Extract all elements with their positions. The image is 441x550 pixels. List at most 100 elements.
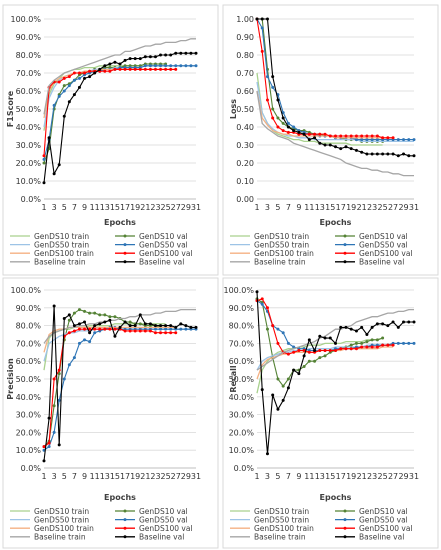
legend-label: GenDS100 train bbox=[254, 524, 314, 533]
y-tick-label: 80.0% bbox=[229, 322, 255, 331]
data-point bbox=[83, 71, 87, 75]
data-point bbox=[47, 136, 51, 140]
data-point bbox=[148, 322, 152, 326]
data-point bbox=[133, 329, 137, 333]
data-point bbox=[67, 318, 71, 322]
data-point bbox=[103, 64, 107, 68]
chart-panel-1: 0.0% 10.0% 20.0% 30.0% 40.0% 50.0% 60.0% 70.0% 8… bbox=[2, 4, 219, 276]
legend-label: GenDS10 val bbox=[139, 232, 188, 241]
data-point bbox=[159, 327, 163, 331]
x-tick-label: 15 bbox=[110, 203, 120, 212]
data-point bbox=[412, 138, 416, 142]
x-tick-label: 25 bbox=[378, 203, 388, 212]
data-point bbox=[292, 129, 296, 133]
data-point bbox=[281, 398, 285, 402]
data-point bbox=[391, 320, 395, 324]
data-point bbox=[412, 341, 416, 345]
data-point bbox=[375, 338, 379, 342]
data-point bbox=[174, 331, 178, 335]
y-tick-label: 0.00 bbox=[236, 195, 254, 204]
data-point bbox=[396, 154, 400, 158]
data-point bbox=[349, 347, 353, 351]
y-tick-label: 0.30 bbox=[236, 141, 254, 150]
x-tick-label: 21 bbox=[140, 472, 150, 481]
legend-label: GenDS50 train bbox=[34, 515, 89, 524]
legend-label: GenDS50 train bbox=[34, 240, 89, 249]
data-point bbox=[276, 98, 280, 102]
data-point bbox=[118, 325, 122, 329]
data-point bbox=[98, 313, 102, 317]
data-point bbox=[323, 336, 327, 340]
legend-label: Baseline val bbox=[359, 258, 404, 267]
data-point bbox=[138, 57, 142, 61]
data-point bbox=[370, 138, 374, 142]
y-tick-label: 30.0% bbox=[16, 141, 42, 150]
data-point bbox=[143, 67, 147, 71]
legend-marker bbox=[343, 509, 347, 513]
data-point bbox=[143, 55, 147, 59]
data-point bbox=[339, 134, 343, 138]
data-point bbox=[93, 331, 97, 335]
data-point bbox=[153, 327, 157, 331]
x-tick-label: 17 bbox=[336, 203, 346, 212]
legend-label: GenDS10 val bbox=[359, 232, 408, 241]
data-point bbox=[83, 338, 87, 342]
data-point bbox=[302, 349, 306, 353]
data-point bbox=[174, 325, 178, 329]
y-tick-label: 10.0% bbox=[16, 177, 42, 186]
data-point bbox=[286, 130, 290, 134]
data-point bbox=[57, 163, 61, 167]
data-point bbox=[302, 132, 306, 136]
data-point bbox=[52, 377, 56, 381]
x-tick-label: 13 bbox=[315, 203, 325, 212]
y-tick-label: 0.0% bbox=[21, 464, 42, 473]
data-point bbox=[93, 311, 97, 315]
data-point bbox=[108, 327, 112, 331]
data-point bbox=[184, 324, 188, 328]
data-point bbox=[179, 327, 183, 331]
y-tick-label: 100.0% bbox=[10, 15, 41, 24]
data-point bbox=[169, 331, 173, 335]
data-point bbox=[47, 441, 51, 445]
data-point bbox=[62, 84, 66, 88]
x-tick-label: 9 bbox=[82, 472, 87, 481]
data-point bbox=[370, 134, 374, 138]
data-point bbox=[42, 157, 46, 161]
data-point bbox=[128, 67, 132, 71]
data-point bbox=[62, 377, 66, 381]
legend-label: GenDS50 val bbox=[139, 515, 188, 524]
y-tick-label: 90.0% bbox=[229, 304, 255, 313]
x-tick-label: 21 bbox=[357, 472, 367, 481]
x-tick-label: 17 bbox=[336, 472, 346, 481]
legend-label: Baseline train bbox=[34, 258, 86, 267]
data-point bbox=[265, 327, 269, 331]
data-point bbox=[402, 341, 406, 345]
data-point bbox=[339, 347, 343, 351]
data-point bbox=[113, 67, 117, 71]
data-point bbox=[370, 152, 374, 156]
data-point bbox=[128, 324, 132, 328]
data-point bbox=[77, 327, 81, 331]
data-point bbox=[286, 121, 290, 125]
data-point bbox=[381, 136, 385, 140]
data-point bbox=[386, 343, 390, 347]
data-point bbox=[386, 152, 390, 156]
x-axis-label: Epochs bbox=[104, 493, 136, 502]
data-point bbox=[42, 181, 46, 185]
data-point bbox=[57, 372, 61, 376]
y-tick-label: 80.0% bbox=[16, 322, 42, 331]
data-point bbox=[103, 69, 107, 73]
x-tick-label: 17 bbox=[120, 472, 130, 481]
x-axis-label: Epochs bbox=[320, 493, 352, 502]
data-point bbox=[52, 430, 56, 434]
data-point bbox=[62, 114, 66, 118]
data-point bbox=[307, 338, 311, 342]
y-tick-label: 60.0% bbox=[16, 357, 42, 366]
data-point bbox=[265, 98, 269, 102]
data-point bbox=[292, 125, 296, 129]
x-tick-label: 15 bbox=[325, 472, 335, 481]
x-tick-label: 31 bbox=[191, 472, 201, 481]
legend-label: GenDS100 val bbox=[359, 524, 413, 533]
chart-panel-4: 0.0% 10.0% 20.0% 30.0% 40.0% 50.0% 60.0% 70.0% 8… bbox=[222, 277, 439, 549]
series-line bbox=[256, 337, 383, 394]
